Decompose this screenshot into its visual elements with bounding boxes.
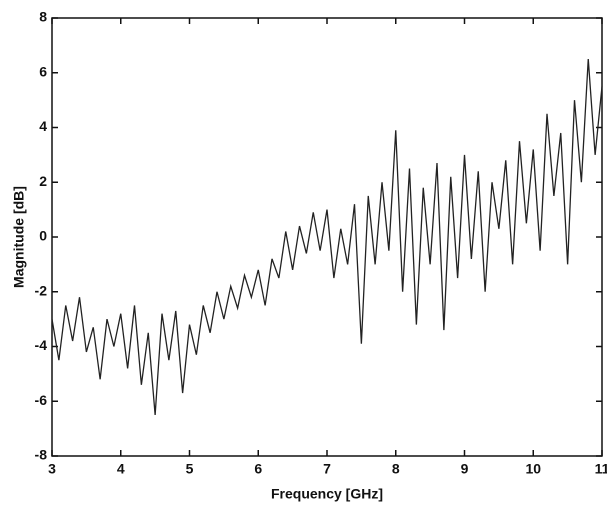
x-tick-label: 10 (525, 461, 541, 477)
x-axis-label: Frequency [GHz] (271, 486, 383, 502)
y-tick-label: -4 (35, 337, 48, 353)
y-tick-label: 0 (39, 228, 47, 244)
y-tick-label: 8 (39, 9, 47, 25)
y-tick-label: 6 (39, 63, 47, 79)
x-tick-label: 9 (461, 461, 469, 477)
y-tick-label: -6 (35, 392, 48, 408)
x-tick-label: 11 (595, 461, 607, 477)
x-tick-label: 6 (254, 461, 262, 477)
y-tick-label: -8 (35, 447, 48, 463)
y-tick-label: 4 (39, 118, 47, 134)
x-tick-label: 8 (392, 461, 400, 477)
x-tick-label: 3 (48, 461, 56, 477)
y-tick-label: 2 (39, 173, 47, 189)
x-tick-label: 7 (323, 461, 331, 477)
plot-frame (51, 17, 603, 457)
y-axis-label: Magnitude [dB] (11, 186, 27, 288)
x-tick-label: 4 (117, 461, 125, 477)
x-tick-label: 5 (186, 461, 194, 477)
y-tick-label: -2 (35, 282, 48, 298)
data-line (51, 59, 603, 415)
